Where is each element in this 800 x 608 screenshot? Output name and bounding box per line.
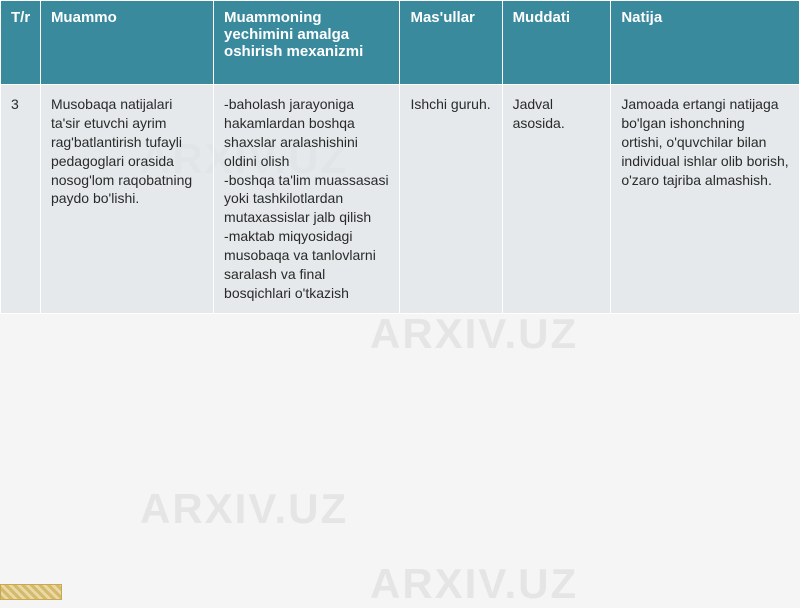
cell-masullar: Ishchi guruh. bbox=[400, 85, 502, 314]
cell-num: 3 bbox=[1, 85, 41, 314]
data-table: T/r Muammo Muammoning yechimini amalga o… bbox=[0, 0, 800, 314]
col-header-muddati: Muddati bbox=[502, 1, 611, 85]
cell-mexanizm: -baholash jarayoniga hakamlardan boshqa … bbox=[214, 85, 400, 314]
table-header-row: T/r Muammo Muammoning yechimini amalga o… bbox=[1, 1, 800, 85]
cell-muammo: Musobaqa natijalari ta'sir etuvchi ayrim… bbox=[40, 85, 213, 314]
table-row: 3 Musobaqa natijalari ta'sir etuvchi ayr… bbox=[1, 85, 800, 314]
watermark: ARXIV.UZ bbox=[140, 485, 348, 533]
watermark: ARXIV.UZ bbox=[370, 310, 578, 358]
col-header-tr: T/r bbox=[1, 1, 41, 85]
col-header-natija: Natija bbox=[611, 1, 800, 85]
table-container: T/r Muammo Muammoning yechimini amalga o… bbox=[0, 0, 800, 314]
footer-decoration bbox=[0, 584, 62, 600]
cell-natija: Jamoada ertangi natijaga bo'lgan ishonch… bbox=[611, 85, 800, 314]
watermark: ARXIV.UZ bbox=[370, 560, 578, 608]
cell-muddati: Jadval asosida. bbox=[502, 85, 611, 314]
col-header-muammo: Muammo bbox=[40, 1, 213, 85]
col-header-masullar: Mas'ullar bbox=[400, 1, 502, 85]
col-header-mexanizm: Muammoning yechimini amalga oshirish mex… bbox=[214, 1, 400, 85]
